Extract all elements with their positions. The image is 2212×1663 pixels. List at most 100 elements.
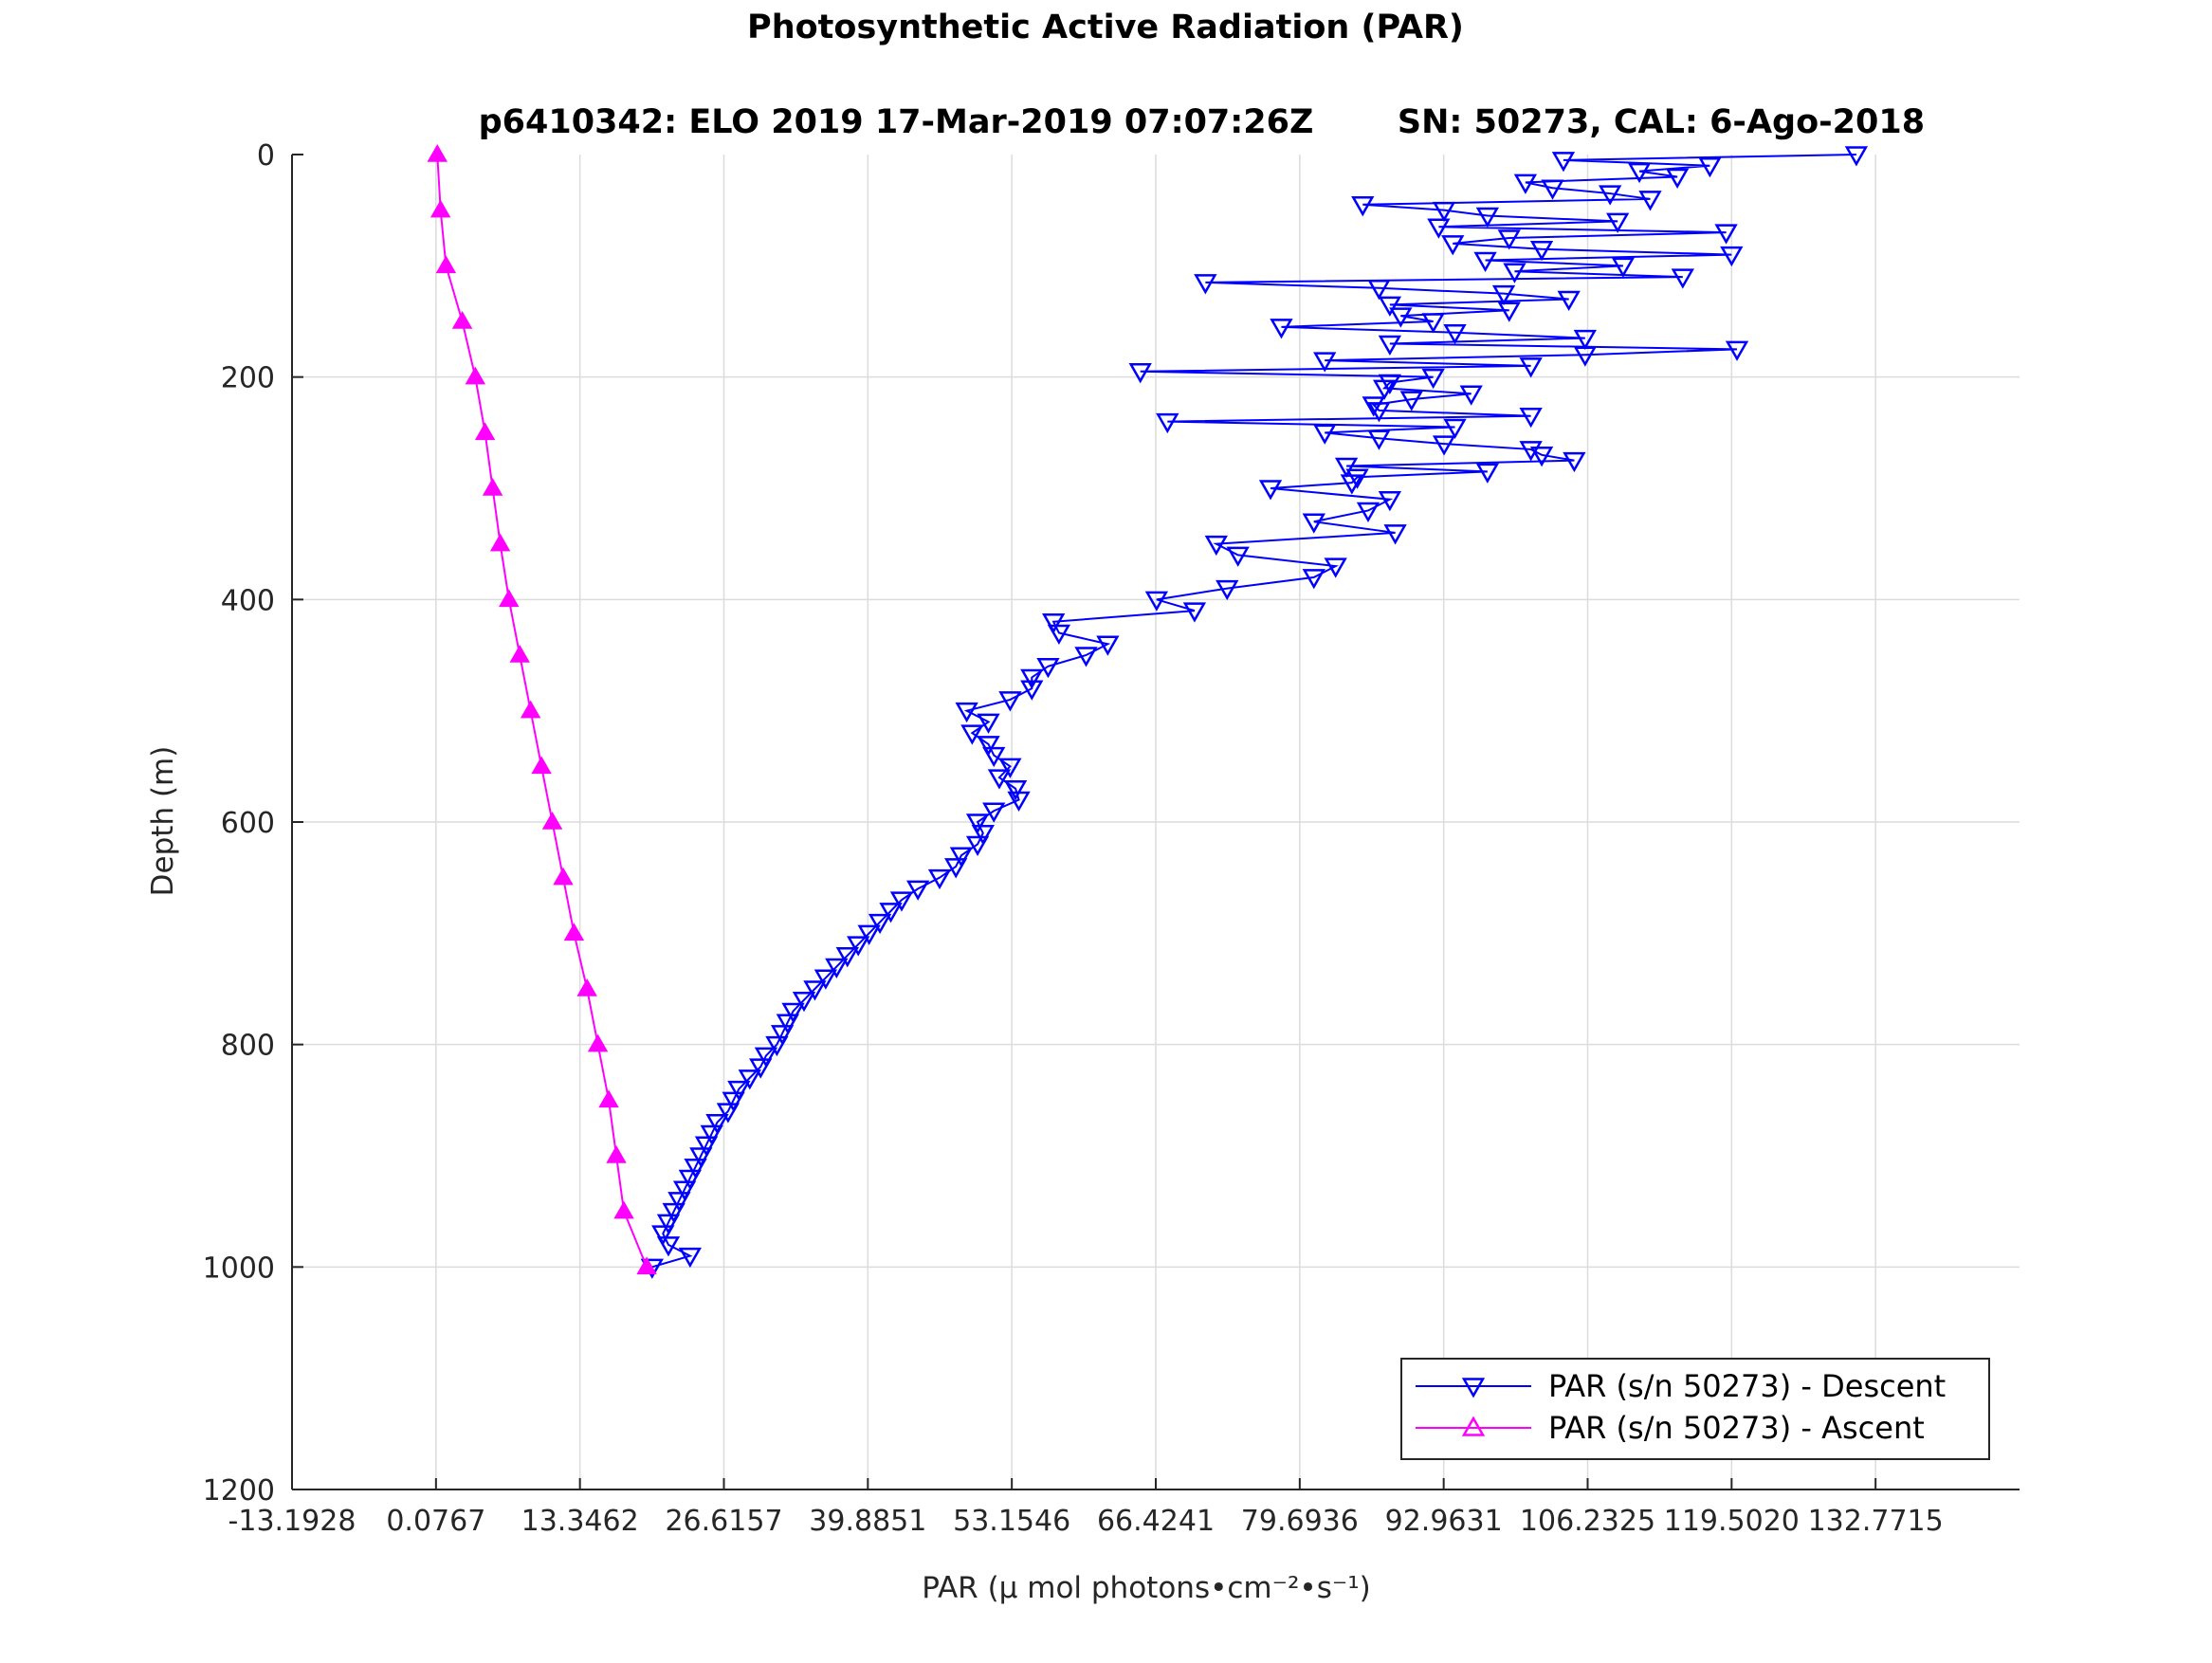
descent-point-marker xyxy=(889,891,914,912)
descent-point-marker xyxy=(1725,340,1749,361)
descent-point-marker xyxy=(1204,535,1228,557)
ascent-point-marker xyxy=(541,811,563,830)
descent-point-marker xyxy=(1599,185,1622,206)
descent-point-marker xyxy=(1096,635,1120,656)
legend-label: PAR (s/n 50273) - Ascent xyxy=(1548,1410,1925,1446)
descent-point-marker xyxy=(678,1247,703,1269)
descent-point-marker xyxy=(1491,284,1516,306)
descent-point-marker xyxy=(1258,480,1283,501)
ascent-point-marker xyxy=(563,923,585,941)
descent-point-marker xyxy=(847,936,870,957)
x-tick-label: 39.8851 xyxy=(809,1505,926,1538)
descent-point-marker xyxy=(1216,579,1239,601)
descent-point-marker xyxy=(754,1047,778,1068)
descent-point-marker xyxy=(944,858,968,879)
descent-point-marker xyxy=(1573,329,1597,351)
descent-point-marker xyxy=(1226,546,1250,567)
x-axis-label: PAR (μ mol photons•cm⁻²•s⁻¹) xyxy=(922,1571,1370,1605)
descent-point-marker xyxy=(1042,613,1066,634)
chart-subtitle-left: p6410342: ELO 2019 17-Mar-2019 07:07:26Z xyxy=(479,103,1314,141)
ascent-point-marker xyxy=(427,143,448,162)
descent-point-marker xyxy=(1627,162,1652,184)
descent-point-marker xyxy=(1334,457,1359,479)
descent-point-marker xyxy=(1378,490,1402,512)
descent-point-marker xyxy=(1194,274,1217,295)
descent-point-marker xyxy=(689,1147,713,1168)
descent-point-marker xyxy=(803,980,827,1001)
descent-point-marker xyxy=(1144,591,1169,612)
descent-point-marker xyxy=(1367,429,1391,450)
y-axis-label: Depth (m) xyxy=(146,746,180,897)
descent-point-marker xyxy=(1720,246,1744,267)
y-tick-label: 600 xyxy=(221,807,275,840)
ascent-point-marker xyxy=(553,867,574,886)
descent-point-marker xyxy=(1378,374,1402,395)
descent-point-marker xyxy=(1606,212,1630,233)
descent-point-marker xyxy=(1270,319,1293,339)
descent-point-marker xyxy=(749,1058,773,1079)
descent-point-marker xyxy=(684,1158,707,1179)
ascent-point-marker xyxy=(430,199,451,218)
ascent-point-marker xyxy=(606,1144,627,1163)
ascent-series xyxy=(427,143,657,1275)
descent-point-marker xyxy=(1671,268,1694,289)
descent-point-marker xyxy=(662,1202,686,1224)
legend-marker-ascent xyxy=(1461,1416,1486,1436)
descent-point-marker xyxy=(776,1014,799,1034)
descent-point-marker xyxy=(868,913,892,935)
ascent-point-marker xyxy=(613,1200,634,1219)
descent-point-marker xyxy=(1378,296,1402,317)
data-series xyxy=(427,143,1869,1279)
descent-point-marker xyxy=(1443,323,1467,345)
descent-point-marker xyxy=(651,1225,675,1246)
descent-point-marker xyxy=(1427,218,1451,239)
x-tick-label: 0.0767 xyxy=(386,1505,485,1538)
descent-point-marker xyxy=(1714,224,1738,245)
descent-point-marker xyxy=(792,991,816,1013)
descent-point-marker xyxy=(705,1114,729,1135)
descent-point-marker xyxy=(1529,447,1554,467)
descent-point-marker xyxy=(1497,302,1521,322)
ascent-point-marker xyxy=(435,255,457,274)
descent-point-marker xyxy=(1367,402,1391,423)
descent-point-marker xyxy=(1367,280,1391,301)
descent-point-marker xyxy=(1356,502,1380,522)
descent-point-marker xyxy=(1362,396,1385,417)
descent-point-marker xyxy=(977,713,1000,734)
descent-point-marker xyxy=(1519,357,1543,378)
descent-point-marker xyxy=(955,702,978,723)
descent-point-marker xyxy=(1441,235,1465,256)
descent-point-marker xyxy=(781,1002,805,1023)
descent-point-marker xyxy=(949,847,974,868)
x-tick-label: 66.4241 xyxy=(1097,1505,1215,1538)
descent-point-marker xyxy=(1459,385,1483,406)
axis-ticks: -13.1928 0.0767 13.3462 26.6157 39.8851 53.15… xyxy=(203,139,2020,1538)
descent-point-marker xyxy=(982,802,1006,823)
descent-point-marker xyxy=(1432,201,1456,223)
descent-point-marker xyxy=(965,835,990,856)
legend-label: PAR (s/n 50273) - Descent xyxy=(1548,1368,1946,1404)
descent-point-marker xyxy=(738,1069,761,1090)
descent-point-marker xyxy=(1302,569,1325,590)
descent-point-marker xyxy=(694,1136,719,1157)
descent-point-marker xyxy=(1513,174,1538,194)
descent-point-marker xyxy=(1519,407,1543,429)
y-tick-label: 0 xyxy=(257,139,275,173)
descent-point-marker xyxy=(1378,335,1402,356)
descent-point-marker xyxy=(857,924,881,945)
descent-point-marker xyxy=(960,724,984,745)
descent-point-marker xyxy=(1302,513,1325,534)
x-tick-label: 53.1546 xyxy=(953,1505,1070,1538)
descent-point-marker xyxy=(1389,307,1413,328)
y-tick-label: 200 xyxy=(221,362,275,395)
ascent-point-marker xyxy=(489,533,511,552)
descent-point-marker xyxy=(1563,451,1586,473)
descent-point-marker xyxy=(667,1192,691,1213)
ascent-point-marker xyxy=(520,700,541,719)
descent-point-marker xyxy=(1351,196,1375,217)
ascent-point-marker xyxy=(474,422,496,441)
descent-point-marker xyxy=(998,758,1022,778)
descent-point-marker xyxy=(1497,229,1521,250)
